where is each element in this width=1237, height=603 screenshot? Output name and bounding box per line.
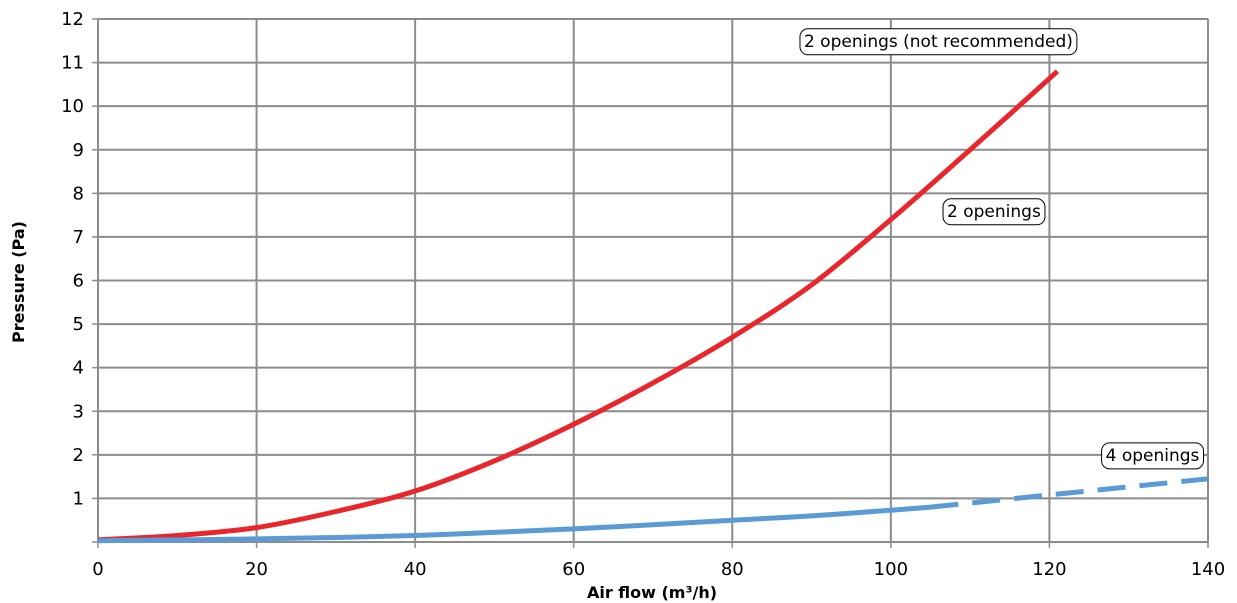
x-tick-label-120: 120 xyxy=(1032,559,1066,580)
y-tick-label-2: 2 xyxy=(73,445,84,466)
annotation-box-3 xyxy=(1101,442,1205,470)
y-tick-label-5: 5 xyxy=(73,314,84,335)
x-tick-label-40: 40 xyxy=(404,559,427,580)
x-tick-label-140: 140 xyxy=(1191,559,1225,580)
annotations: 2 openings (not recommended) 2 openings 4 … xyxy=(799,28,1205,470)
y-axis-title: Pressure (Pa) xyxy=(9,221,28,343)
y-tick-label-6: 6 xyxy=(73,271,84,292)
series-line-4-openings-extrapolated xyxy=(930,476,1209,510)
annotation-label-1: 2 openings (not recommended) xyxy=(804,32,1073,52)
x-tick-label-60: 60 xyxy=(562,559,585,580)
y-tick-label-8: 8 xyxy=(73,183,84,204)
y-tick-label-10: 10 xyxy=(61,96,84,117)
annotation-box-2 xyxy=(942,198,1046,226)
annotation-box-1 xyxy=(799,28,1078,56)
x-tick-label-80: 80 xyxy=(721,559,744,580)
x-tick-label-20: 20 xyxy=(245,559,268,580)
y-tick-label-9: 9 xyxy=(73,140,84,161)
y-tick-label-4: 4 xyxy=(73,358,84,379)
y-tick-label-7: 7 xyxy=(73,227,84,248)
annotation-label-2: 2 openings xyxy=(947,202,1041,222)
annotation-3: 4 openings xyxy=(1101,442,1205,470)
annotation-1: 2 openings (not recommended) xyxy=(799,28,1078,56)
y-tick-label-1: 1 xyxy=(73,488,84,509)
axes xyxy=(92,18,1209,548)
y-tick-label-12: 12 xyxy=(61,9,84,30)
x-axis-title: Air flow (m³/h) xyxy=(587,583,717,602)
annotation-label-3: 4 openings xyxy=(1106,446,1200,466)
grid xyxy=(98,18,1209,542)
x-tick-label-0: 0 xyxy=(92,559,103,580)
series-line-2-openings xyxy=(97,69,1060,543)
y-tick-label-3: 3 xyxy=(73,401,84,422)
x-tick-label-100: 100 xyxy=(874,559,908,580)
annotation-2: 2 openings xyxy=(942,198,1046,226)
series-lines xyxy=(97,69,1209,544)
series-line-4-openings xyxy=(97,504,931,544)
y-tick-label-11: 11 xyxy=(61,53,84,74)
